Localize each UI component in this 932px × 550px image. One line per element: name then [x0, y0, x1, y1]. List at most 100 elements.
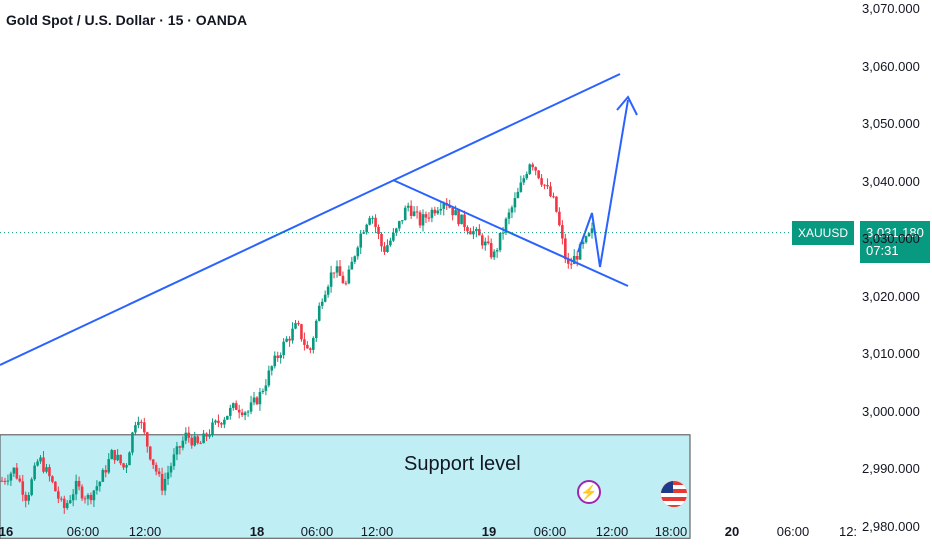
- countdown: 07:31: [866, 242, 899, 258]
- candle-body: [421, 214, 425, 226]
- candle-body: [584, 236, 588, 243]
- candle-body: [83, 498, 87, 500]
- candle-body: [475, 229, 478, 232]
- candle-body: [329, 272, 333, 287]
- x-tick-label: 06:00: [776, 524, 810, 539]
- lightning-icon[interactable]: ⚡: [577, 480, 601, 504]
- candle-body: [513, 198, 517, 208]
- candle-body: [107, 459, 111, 473]
- candle-body: [353, 256, 357, 262]
- candle-body: [282, 341, 285, 356]
- candle-body: [436, 210, 440, 214]
- us-flag-icon[interactable]: [660, 480, 688, 508]
- candle-body: [486, 241, 490, 244]
- candle-body: [36, 461, 39, 466]
- upper-trendline[interactable]: [0, 73, 621, 366]
- candle-body: [285, 338, 288, 342]
- candle-body: [89, 494, 93, 501]
- x-tick-label: 06:00: [533, 524, 567, 539]
- candle-body: [208, 434, 211, 437]
- candle-body: [403, 207, 407, 221]
- candle-body: [433, 209, 437, 214]
- candle-body: [273, 355, 277, 367]
- candle-body: [243, 412, 247, 416]
- candle-body: [199, 443, 202, 445]
- candle-body: [113, 450, 116, 461]
- candle-body: [98, 481, 102, 487]
- candle-body: [492, 251, 496, 258]
- candle-body: [442, 203, 446, 209]
- candle-body: [54, 481, 57, 492]
- candle-body: [258, 391, 262, 405]
- candle-body: [478, 229, 481, 236]
- price-label: XAUUSD 3,031.180 07:31: [792, 220, 930, 263]
- candle-body: [418, 212, 422, 226]
- candle-body: [389, 240, 392, 246]
- candle-body: [564, 238, 567, 260]
- x-tick-label: 12:00: [360, 524, 394, 539]
- candle-body: [33, 465, 36, 480]
- candle-body: [362, 232, 366, 234]
- candle-body: [145, 432, 149, 447]
- candle-body: [220, 423, 223, 425]
- candle-body: [15, 467, 19, 479]
- candle-body: [190, 437, 194, 446]
- candle-body: [528, 164, 532, 174]
- candle-body: [430, 209, 434, 218]
- candle-body: [495, 250, 499, 252]
- candle-body: [531, 164, 535, 168]
- candle-body: [62, 498, 66, 509]
- candle-body: [148, 446, 152, 460]
- candle-body: [383, 246, 386, 252]
- candle-body: [59, 498, 63, 500]
- candle-body: [460, 214, 463, 225]
- candle-body: [510, 207, 514, 213]
- candle-body: [454, 210, 457, 216]
- candle-body: [306, 344, 309, 349]
- y-tick-label: 3,050.000: [862, 116, 920, 132]
- candle-body: [569, 263, 573, 265]
- candle-body: [386, 245, 389, 252]
- candle-body: [350, 261, 354, 270]
- candle-body: [175, 446, 179, 455]
- candle-body: [356, 247, 360, 257]
- candle-body: [276, 355, 280, 358]
- candle-body: [498, 232, 502, 251]
- candle-body: [131, 432, 134, 453]
- candle-body: [92, 490, 96, 501]
- candle-body: [128, 452, 131, 466]
- candle-body: [134, 425, 137, 433]
- candle-body: [246, 411, 250, 413]
- candle-body: [303, 339, 306, 345]
- candle-body: [18, 478, 22, 482]
- candle-body: [335, 266, 339, 273]
- candle-body: [226, 415, 229, 420]
- candle-body: [522, 178, 526, 183]
- candle-body: [507, 212, 511, 219]
- candle-body: [516, 191, 520, 199]
- candle-body: [314, 320, 318, 338]
- candle-body: [163, 478, 167, 491]
- candle-body: [21, 481, 25, 495]
- candle-body: [312, 337, 315, 350]
- candle-body: [205, 433, 208, 437]
- candle-body: [151, 459, 155, 465]
- candle-body: [30, 479, 33, 496]
- candle-body: [184, 432, 188, 441]
- x-tick-label: 06:00: [300, 524, 334, 539]
- candle-body: [255, 397, 259, 405]
- candle-body: [157, 471, 161, 474]
- x-tick-label: 19: [481, 524, 497, 539]
- lower-trendline[interactable]: [392, 179, 629, 287]
- candle-body: [347, 269, 351, 284]
- candle-body: [365, 224, 368, 233]
- candle-body: [228, 407, 232, 416]
- candle-body: [237, 409, 241, 413]
- candle-body: [45, 467, 48, 472]
- candle-body: [71, 494, 75, 501]
- candle-body: [323, 294, 327, 302]
- candle-body: [380, 233, 383, 247]
- candle-body: [249, 402, 253, 412]
- last-price-box: 3,031.180 07:31: [860, 220, 930, 263]
